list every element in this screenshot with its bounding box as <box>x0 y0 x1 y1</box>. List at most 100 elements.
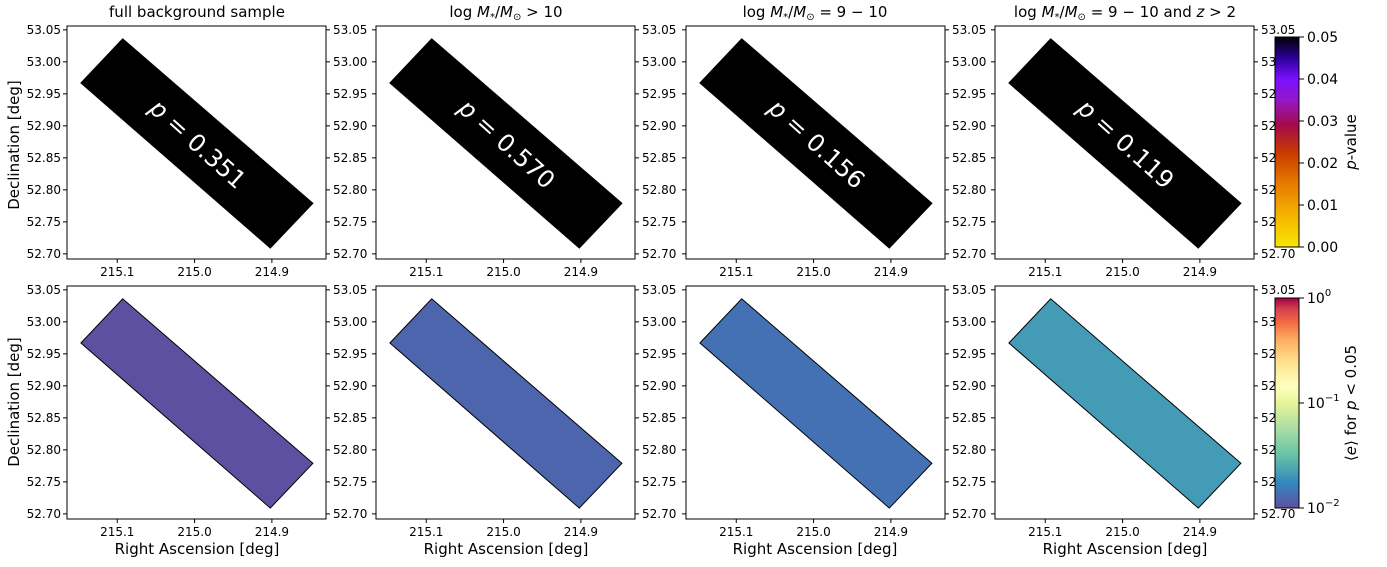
panel-title-3: log M*/M⊙ = 9 − 10 <box>743 3 888 23</box>
ytick-label-right: 52.90 <box>952 379 986 393</box>
map-panels: 52.70 52.70 52.75 52.75 52.80 52.80 52.85 52.85… <box>27 23 1296 539</box>
panel-r1-c4: 52.7052.7552.8052.8552.9052.9553.0053.05… <box>991 23 1295 279</box>
ytick-label-left: 52.80 <box>27 443 61 457</box>
ytick-label-right: 52.80 <box>333 443 367 457</box>
ytick-label-left: 53.00 <box>27 55 61 69</box>
panel-title-4: log M*/M⊙ = 9 − 10 and z > 2 <box>1014 3 1236 23</box>
ytick-label-right: 52.80 <box>642 443 676 457</box>
survey-region-r2-c1 <box>80 298 314 509</box>
ylabel-bottom: Declination [deg] <box>5 337 23 467</box>
ytick-label-left: 52.75 <box>27 215 61 229</box>
ytick-label-right: 52.80 <box>952 183 986 197</box>
ytick-label-right: 52.70 <box>952 507 986 521</box>
axes-frame <box>685 25 946 260</box>
ytick-label-right: 52.95 <box>642 87 676 101</box>
ytick-label-right: 52.75 <box>333 215 367 229</box>
ytick-label-left: 52.90 <box>27 119 61 133</box>
colorbar-ellipticity-tick-bot: 10−2 <box>1307 498 1340 517</box>
ytick-label-right: 52.80 <box>333 183 367 197</box>
colorbar-pvalue-gradient <box>1274 36 1300 248</box>
panel-r2-c1: 52.70 52.70 52.75 52.75 52.80 52.80 52.85 52.85… <box>27 283 368 539</box>
colorbar-ellipticity-gradient <box>1274 297 1300 509</box>
ytick-label-right: 52.70 <box>1261 507 1295 521</box>
ytick-label-right: 53.05 <box>1261 23 1295 37</box>
xtick-label: 215.0 <box>796 525 830 539</box>
axes-frame <box>375 25 636 260</box>
colorbar-ellipticity-tick-mid: 10−1 <box>1307 393 1340 412</box>
xlabel-2: Right Ascension [deg] <box>424 540 589 558</box>
ytick-label-left: 52.85 <box>27 411 61 425</box>
xtick-label: 215.1 <box>409 265 443 279</box>
ytick-label-right: 52.90 <box>952 119 986 133</box>
xtick-label: 214.9 <box>564 265 598 279</box>
ytick-label-right: 52.75 <box>952 215 986 229</box>
ytick-label-left: 52.90 <box>27 379 61 393</box>
xtick-label: 215.0 <box>1105 265 1139 279</box>
colorbar-pvalue-ticks: 0.00 0.01 0.02 0.03 0.04 0.05 <box>1299 30 1338 256</box>
ytick-label-right: 52.95 <box>952 87 986 101</box>
panel-r1-c1: 52.70 52.70 52.75 52.75 52.80 52.80 52.85 52.85… <box>27 23 368 279</box>
ytick-label-right: 53.05 <box>952 283 986 297</box>
ytick-label-right: 53.00 <box>642 315 676 329</box>
colorbar-pvalue-label: p-value <box>1342 114 1360 171</box>
colorbar-pvalue-tick-label: 0.01 <box>1307 198 1338 214</box>
ytick-label-right: 52.85 <box>952 151 986 165</box>
xtick-label: 215.1 <box>100 265 134 279</box>
ytick-label-right: 52.85 <box>333 411 367 425</box>
ytick-label-right: 52.95 <box>333 87 367 101</box>
xtick-label: 215.0 <box>1105 525 1139 539</box>
survey-region-r1-c4 <box>1008 38 1242 249</box>
ytick-label-right: 53.05 <box>333 23 367 37</box>
colorbar-ellipticity: 100 10−1 10−2 ⟨e⟩ for p < 0.05 <box>1274 288 1360 517</box>
survey-region-r2-c3 <box>699 298 933 509</box>
xtick-label: 214.9 <box>564 525 598 539</box>
ytick-label-right: 52.90 <box>333 379 367 393</box>
ytick-label-left: 52.95 <box>27 347 61 361</box>
ytick-label-right: 52.85 <box>642 411 676 425</box>
ytick-label-right: 53.05 <box>333 283 367 297</box>
xtick-label: 215.0 <box>177 525 211 539</box>
xtick-label: 215.1 <box>100 525 134 539</box>
ytick-label-right: 52.70 <box>642 507 676 521</box>
ytick-label-right: 53.00 <box>333 55 367 69</box>
axes-frame <box>994 25 1255 260</box>
ytick-label-left: 52.95 <box>27 87 61 101</box>
colorbar-pvalue-tick-label: 0.04 <box>1307 72 1338 88</box>
ytick-label-right: 52.90 <box>642 119 676 133</box>
ytick-label-left: 53.05 <box>27 23 61 37</box>
colorbar-pvalue-tick-label: 0.03 <box>1307 114 1338 130</box>
colorbar-pvalue-tick-label: 0.00 <box>1307 240 1338 256</box>
ytick-label-right: 53.05 <box>642 23 676 37</box>
xtick-label: 215.1 <box>719 525 753 539</box>
ytick-label-left: 52.75 <box>27 475 61 489</box>
ytick-label-left: 52.70 <box>27 507 61 521</box>
panel-r1-c3: 52.70 52.75 52.80 52.85 52.90 52.95 53.00 53.05… <box>682 23 986 279</box>
panel-r2-c2: 52.70 52.75 52.80 52.85 52.90 52.95 53.00 53.05… <box>372 283 676 539</box>
xtick-label: 215.1 <box>719 265 753 279</box>
xtick-label: 214.9 <box>255 265 289 279</box>
xtick-label: 215.0 <box>796 265 830 279</box>
ytick-label-right: 52.75 <box>952 475 986 489</box>
ytick-label-right: 53.05 <box>952 23 986 37</box>
colorbar-pvalue: 0.00 0.01 0.02 0.03 0.04 0.05 p-value <box>1274 30 1360 256</box>
colorbar-ellipticity-tick-top: 100 <box>1307 288 1331 307</box>
xtick-label: 214.9 <box>1183 265 1217 279</box>
survey-region-r2-c2 <box>389 298 623 509</box>
xlabel-3: Right Ascension [deg] <box>733 540 898 558</box>
ytick-label-right: 52.95 <box>333 347 367 361</box>
ytick-label-right: 52.85 <box>333 151 367 165</box>
ytick-label-right: 53.00 <box>642 55 676 69</box>
ytick-label-right: 52.85 <box>952 411 986 425</box>
panel-title-1: full background sample <box>109 3 285 21</box>
axes-frame <box>685 285 946 520</box>
xtick-label: 215.1 <box>409 525 443 539</box>
xtick-label: 215.1 <box>1028 265 1062 279</box>
ytick-label-right: 52.75 <box>642 215 676 229</box>
survey-region-r1-c3 <box>699 38 933 249</box>
xtick-label: 214.9 <box>1183 525 1217 539</box>
ytick-label-right: 52.90 <box>642 379 676 393</box>
colorbar-pvalue-tick-label: 0.02 <box>1307 156 1338 172</box>
ytick-label-right: 52.70 <box>333 507 367 521</box>
ytick-label-left: 53.05 <box>27 283 61 297</box>
ytick-label-right: 53.05 <box>642 283 676 297</box>
